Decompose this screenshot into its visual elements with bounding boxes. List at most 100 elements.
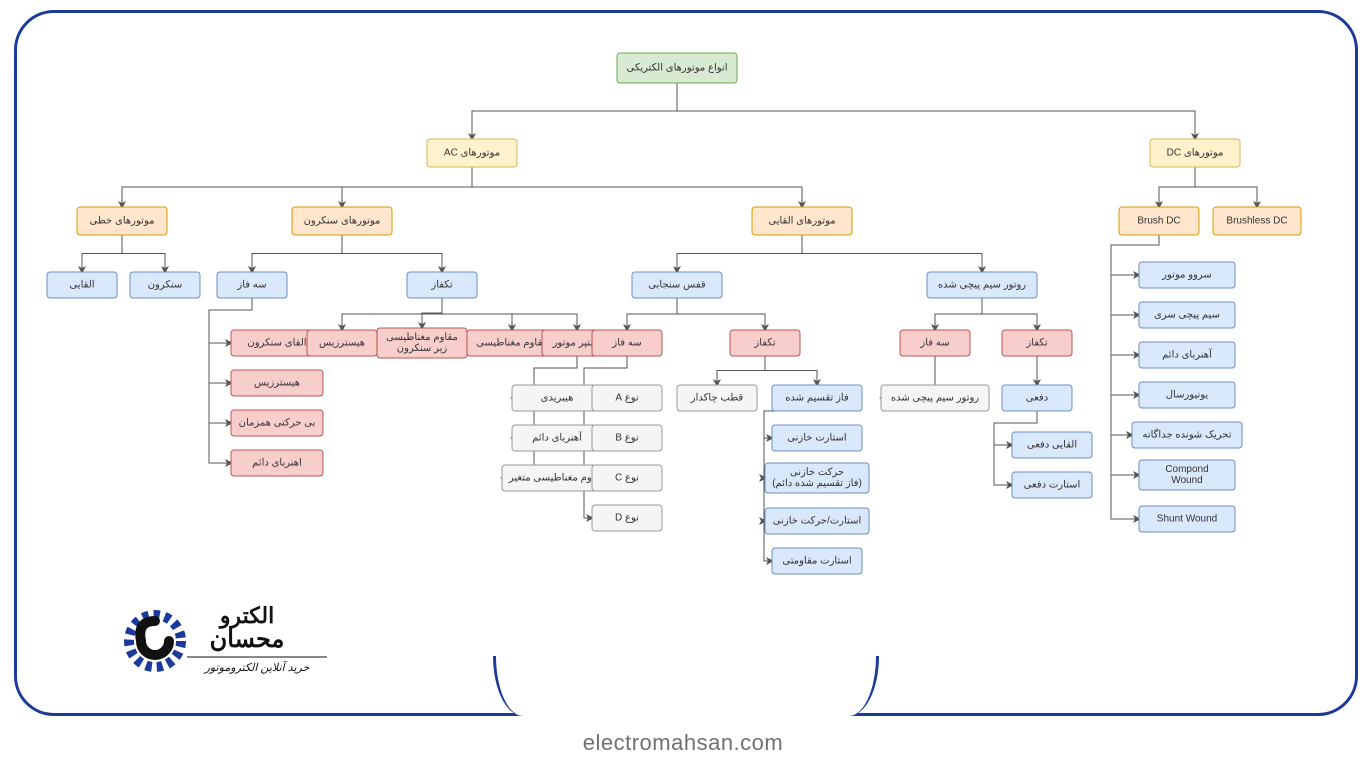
edge [472, 167, 802, 207]
svg-text:Brushless DC: Brushless DC [1226, 216, 1287, 227]
node-s3_brake: بی حرکتی همزمان [231, 410, 323, 436]
node-s3_pm: اهنربای دائم [231, 450, 323, 476]
svg-text:مقاوم مغناطیسی متغیر: مقاوم مغناطیسی متغیر [508, 473, 605, 484]
svg-text:نوع A: نوع A [615, 393, 638, 404]
edge [765, 356, 817, 385]
edge [982, 298, 1037, 330]
svg-text:دفعی: دفعی [1026, 393, 1048, 404]
svg-text:القای سنکرون: القای سنکرون [247, 338, 306, 349]
node-lin_ind: القایی [47, 272, 117, 298]
node-ind: موتورهای القایی [752, 207, 852, 235]
svg-text:سنکرون: سنکرون [148, 280, 183, 291]
edge [627, 298, 677, 330]
node-sq3_b: نوع B [592, 425, 662, 451]
svg-text:استارت خازنی: استارت خازنی [787, 433, 846, 444]
node-sync_3p: سه فاز [217, 272, 287, 298]
svg-text:Shunt Wound: Shunt Wound [1157, 514, 1217, 525]
edge [1111, 235, 1159, 355]
node-sync_1p: تکفاز [407, 272, 477, 298]
svg-text:مقاوم مغناطیسی: مقاوم مغناطیسی [386, 332, 458, 343]
decorative-frame: انواع موتورهای الکتریکی موتورهای AC موتوره… [14, 10, 1358, 716]
node-s1_relsub: مقاوم مغناطیسیزیر سنکرون [377, 328, 467, 358]
logo-line2: محسان [210, 626, 285, 653]
node-sq3_a: نوع A [592, 385, 662, 411]
svg-text:حرکت خازنی: حرکت خازنی [790, 467, 844, 478]
node-brushless: Brushless DC [1213, 207, 1301, 235]
edge [502, 356, 577, 478]
node-bdc_pm: آهنربای دائم [1139, 342, 1235, 368]
svg-text:سه فاز: سه فاز [919, 338, 949, 349]
edge [677, 298, 765, 330]
svg-text:قفس سنجابی: قفس سنجابی [648, 280, 706, 291]
node-wr1_repstart: استارت دفعی [1012, 472, 1092, 498]
node-sq1_shaded: قطب چاکدار [677, 385, 757, 411]
node-sq1_caprun: حرکت خازنی(فاز تقسیم شده دائم) [765, 463, 869, 493]
svg-text:تکفاز: تکفاز [430, 280, 452, 291]
svg-text:استارت دفعی: استارت دفعی [1024, 480, 1081, 491]
node-ind_wr: روتور سیم پیچی شده [927, 272, 1037, 298]
node-step_pm: آهنربای دائم [512, 425, 602, 451]
edge [802, 235, 982, 272]
svg-text:هیسترزیس: هیسترزیس [319, 338, 365, 349]
svg-text:استارت/حرکت خازنی: استارت/حرکت خازنی [773, 516, 861, 527]
node-bdc_shunt: Shunt Wound [1139, 506, 1235, 532]
node-bdc_comp: CompondWound [1139, 460, 1235, 490]
svg-text:Compond: Compond [1165, 464, 1208, 475]
node-s1_hyst: هیسترزیس [307, 330, 377, 356]
edge [584, 356, 627, 478]
node-root: انواع موتورهای الکتریکی [617, 53, 737, 83]
node-sq3_d: نوع D [592, 505, 662, 531]
svg-text:سیم پیچی سری: سیم پیچی سری [1154, 310, 1220, 321]
node-bdc_series: سیم پیچی سری [1139, 302, 1235, 328]
edge [717, 356, 765, 385]
edge [82, 235, 122, 272]
node-wr_3p: سه فاز [900, 330, 970, 356]
svg-text:سه فاز: سه فاز [611, 338, 641, 349]
svg-text:سه فاز: سه فاز [236, 280, 266, 291]
svg-text:آهنربای دائم: آهنربای دائم [1162, 348, 1213, 361]
edge [252, 235, 342, 272]
svg-text:مقاوم مغناطیسی: مقاوم مغناطیسی [476, 338, 548, 349]
node-bdc_sep: تحریک شونده جداگانه [1132, 422, 1242, 448]
svg-text:نوع D: نوع D [615, 513, 639, 524]
node-ind_sq: قفس سنجابی [632, 272, 722, 298]
gear-icon [129, 615, 181, 667]
edge [209, 298, 252, 423]
svg-text:موتورهای القایی: موتورهای القایی [768, 216, 835, 227]
edge [342, 167, 472, 207]
edge [342, 298, 442, 330]
node-ac: موتورهای AC [427, 139, 517, 167]
node-bdc_servo: سروو موتور [1139, 262, 1235, 288]
node-sq1_split: فاز تقسیم شده [772, 385, 862, 411]
brand-logo: الکترو محسان خرید آنلاین الکتروموتور [117, 593, 337, 683]
edge [472, 83, 677, 139]
svg-text:روتور سیم پیچی شده: روتور سیم پیچی شده [891, 393, 979, 404]
edge [1159, 167, 1195, 207]
svg-text:نوع C: نوع C [615, 473, 639, 484]
node-sq1_res: استارت مقاومتی [772, 548, 862, 574]
node-sq1_capboth: استارت/حرکت خازنی [765, 508, 869, 534]
svg-text:موتورهای DC: موتورهای DC [1167, 148, 1224, 159]
node-sq_3p: سه فاز [592, 330, 662, 356]
edge [1195, 167, 1257, 207]
svg-text:هیسترزیس: هیسترزیس [254, 378, 300, 389]
node-lin_sync: سنکرون [130, 272, 200, 298]
svg-text:Brush DC: Brush DC [1137, 216, 1180, 227]
edge [442, 298, 577, 330]
svg-text:انواع موتورهای الکتریکی: انواع موتورهای الکتریکی [626, 63, 727, 74]
svg-text:موتورهای خطی: موتورهای خطی [90, 216, 155, 227]
edge [677, 235, 802, 272]
node-bdc_univ: یونیورسال [1139, 382, 1235, 408]
svg-text:تکفاز: تکفاز [1025, 338, 1047, 349]
edge [122, 235, 165, 272]
svg-text:موتورهای سنکرون: موتورهای سنکرون [304, 216, 381, 227]
node-sync: موتورهای سنکرون [292, 207, 392, 235]
node-step_hyb: هیبریدی [512, 385, 602, 411]
node-wr_1p: تکفاز [1002, 330, 1072, 356]
node-sq_1p: تکفاز [730, 330, 800, 356]
node-sq3_c: نوع C [592, 465, 662, 491]
edge [342, 235, 442, 272]
node-linear: موتورهای خطی [77, 207, 167, 235]
node-brush: Brush DC [1119, 207, 1199, 235]
svg-text:قطب چاکدار: قطب چاکدار [690, 393, 744, 404]
